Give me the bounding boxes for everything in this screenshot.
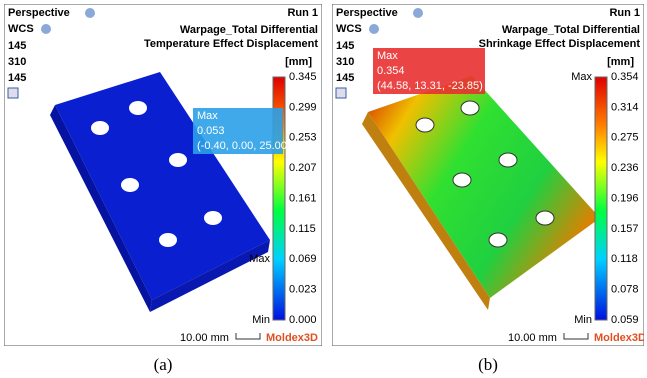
lock-icon[interactable] [8, 88, 18, 98]
colorbar-label: 0.078 [611, 284, 639, 296]
colorbar-label: 0.354 [611, 71, 639, 83]
colorbar-label: 0.161 [289, 192, 317, 204]
colorbar-label: 0.299 [289, 101, 317, 113]
max-marker: Max [571, 71, 592, 83]
unit-label: [mm] [607, 56, 634, 68]
coord-value: 145 [8, 72, 26, 84]
colorbar [595, 77, 607, 320]
tooltip-title: Max [377, 50, 398, 62]
tooltip-position: (44.58, 13.31, -23.85) [377, 80, 483, 92]
brand: Moldex3D [594, 332, 646, 344]
tooltip-value: 0.053 [197, 125, 225, 137]
scale-label: 10.00 mm [180, 332, 229, 344]
min-marker: Min [574, 314, 592, 326]
colorbar-label: 0.118 [611, 253, 638, 265]
tooltip-title: Max [197, 110, 218, 122]
tooltip-value: 0.354 [377, 65, 405, 77]
view-label: Perspective [8, 7, 70, 19]
scale-label: 10.00 mm [508, 332, 557, 344]
colorbar-label: 0.157 [611, 223, 639, 235]
caption: (b) [478, 355, 498, 374]
colorbar-label: 0.196 [611, 192, 639, 204]
result-title: Warpage_Total Differential [502, 24, 640, 36]
coord-value: 145 [8, 40, 26, 52]
colorbar-label: 0.345 [289, 71, 317, 83]
min-marker: Min [252, 314, 270, 326]
coord-label: WCS [8, 23, 34, 35]
view-label: Perspective [336, 7, 398, 19]
colorbar-label: 0.069 [289, 253, 317, 265]
result-title: Shrinkage Effect Displacement [479, 38, 641, 50]
caption: (a) [154, 355, 173, 374]
tooltip-position: (-0.40, 0.00, 25.00) [197, 140, 291, 152]
view-dropdown[interactable] [85, 8, 95, 18]
coord-value: 310 [336, 56, 354, 68]
run-label: Run 1 [609, 7, 640, 19]
result-title: Warpage_Total Differential [180, 24, 318, 36]
colorbar-label: 0.236 [611, 162, 639, 174]
lock-icon[interactable] [336, 88, 346, 98]
colorbar-label: 0.253 [289, 132, 317, 144]
max-marker: Max [249, 253, 270, 265]
colorbar-label: 0.207 [289, 162, 317, 174]
view-dropdown[interactable] [413, 8, 423, 18]
coord-label: WCS [336, 23, 362, 35]
coord-value: 310 [8, 56, 26, 68]
coord-value: 145 [336, 72, 354, 84]
coord-dropdown[interactable] [41, 24, 51, 34]
run-label: Run 1 [287, 7, 318, 19]
colorbar-label: 0.059 [611, 314, 639, 326]
coord-dropdown[interactable] [369, 24, 379, 34]
unit-label: [mm] [285, 56, 312, 68]
result-title: Temperature Effect Displacement [144, 38, 318, 50]
figure: Perspective WCS 145 310 145 Run 1 Warpage_Tota… [0, 0, 647, 378]
colorbar-label: 0.000 [289, 314, 317, 326]
colorbar-label: 0.275 [611, 132, 639, 144]
colorbar-label: 0.115 [289, 223, 316, 235]
coord-value: 145 [336, 40, 354, 52]
colorbar-label: 0.314 [611, 101, 639, 113]
colorbar-label: 0.023 [289, 284, 317, 296]
brand: Moldex3D [266, 332, 318, 344]
